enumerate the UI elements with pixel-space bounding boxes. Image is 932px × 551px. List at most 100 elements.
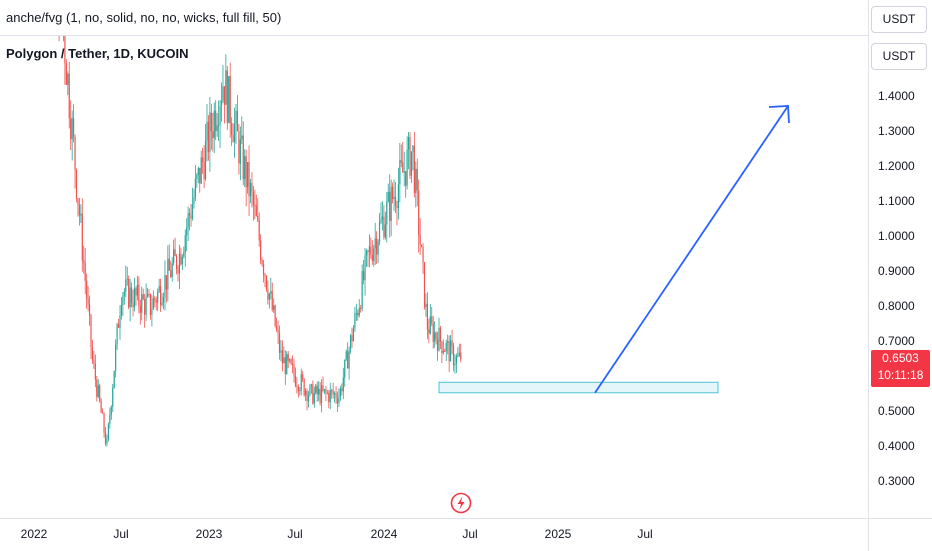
candle-body (86, 280, 88, 299)
candle-body (413, 145, 415, 194)
candle-body (81, 213, 83, 261)
candle-body (389, 191, 391, 221)
candle-body (280, 350, 282, 353)
projection-arrow[interactable] (594, 105, 789, 394)
candle-body (339, 388, 341, 397)
time-tick-label: Jul (113, 527, 129, 541)
candle-body (173, 249, 175, 264)
candle-body (273, 305, 275, 310)
currency-button-top[interactable]: USDT (871, 6, 927, 33)
candle-body (329, 390, 331, 403)
candle-body (220, 100, 223, 106)
candle-body (387, 191, 389, 202)
candle-body (455, 356, 457, 365)
candle-body (419, 234, 421, 245)
candle-body (290, 359, 292, 364)
flash-icon[interactable] (450, 492, 472, 514)
candle-body (380, 219, 382, 223)
candle-body (448, 341, 450, 362)
candle-body (197, 167, 199, 176)
support-zone[interactable] (438, 381, 719, 394)
candle-body (183, 252, 185, 257)
candle-body (229, 76, 231, 124)
time-tick-label: 2023 (195, 527, 223, 541)
candle-body (126, 278, 128, 280)
candle-body (268, 293, 270, 300)
price-tick-label: 0.7000 (878, 334, 915, 348)
candle-body (222, 86, 224, 101)
candle-body (216, 125, 218, 132)
candle-body (363, 271, 365, 281)
candle-body (390, 186, 392, 221)
candle-body (425, 303, 427, 308)
candle-body (312, 384, 314, 404)
candle-body (431, 316, 433, 324)
candle-body (428, 329, 430, 334)
candle-body (102, 412, 104, 414)
candle-body (281, 350, 283, 364)
candle-body (368, 246, 370, 253)
price-axis[interactable] (868, 0, 932, 550)
candle-body (441, 341, 443, 354)
candle-body (307, 395, 310, 402)
candle-body (289, 359, 291, 361)
candle-body (218, 124, 220, 126)
candle-body (336, 398, 339, 403)
candle-body (161, 302, 163, 306)
candle-body (125, 279, 127, 292)
candle-body (341, 388, 343, 392)
candle-body (119, 315, 121, 328)
candle-body (110, 406, 112, 416)
candle-body (115, 344, 117, 371)
candle-body (347, 351, 349, 369)
price-chart[interactable] (0, 36, 868, 518)
candle-body (122, 295, 124, 305)
candle-body (367, 250, 369, 253)
candle-body (418, 190, 420, 235)
indicator-label[interactable]: anche/fvg (1, no, solid, no, no, wicks, … (6, 10, 282, 25)
candle-body (178, 253, 181, 274)
time-tick-label: Jul (287, 527, 303, 541)
candle-body (145, 296, 147, 315)
candle-body (87, 298, 89, 304)
candle-body (189, 213, 191, 216)
candle-body (294, 375, 297, 386)
candle-body (123, 291, 125, 296)
candle-body (348, 349, 350, 369)
candle-body (445, 342, 447, 352)
candle-body (309, 385, 311, 396)
candle-body (106, 438, 108, 444)
candle-body (287, 354, 289, 361)
candle-body (196, 175, 198, 179)
candle-body (78, 204, 80, 216)
candle-body (215, 110, 217, 132)
candle-body (236, 110, 239, 132)
candle-body (68, 73, 70, 119)
candle-body (384, 224, 386, 238)
candle-body (171, 263, 173, 278)
candle-body (373, 248, 375, 261)
time-axis[interactable] (0, 518, 868, 551)
candle-body (190, 215, 192, 219)
candle-body (364, 255, 366, 281)
symbol-legend[interactable]: Polygon / Tether, 1D, KUCOIN (6, 46, 189, 61)
candle-body (277, 329, 279, 334)
candle-body (90, 315, 92, 348)
candle-body (436, 339, 439, 351)
candle-body (349, 335, 352, 350)
candle-body (396, 205, 398, 208)
candle-body (421, 244, 423, 247)
candle-body (435, 332, 437, 340)
candle-body (278, 333, 281, 353)
candle-body (77, 198, 79, 205)
candle-body (232, 134, 234, 142)
candle-body (244, 156, 246, 179)
candle-body (100, 400, 102, 413)
candle-body (260, 240, 262, 261)
candle-body (360, 307, 362, 309)
candle-body (212, 131, 214, 139)
candle-body (429, 316, 431, 334)
candle-body (297, 386, 299, 392)
currency-button[interactable]: USDT (871, 43, 927, 70)
candle-body (386, 201, 388, 225)
